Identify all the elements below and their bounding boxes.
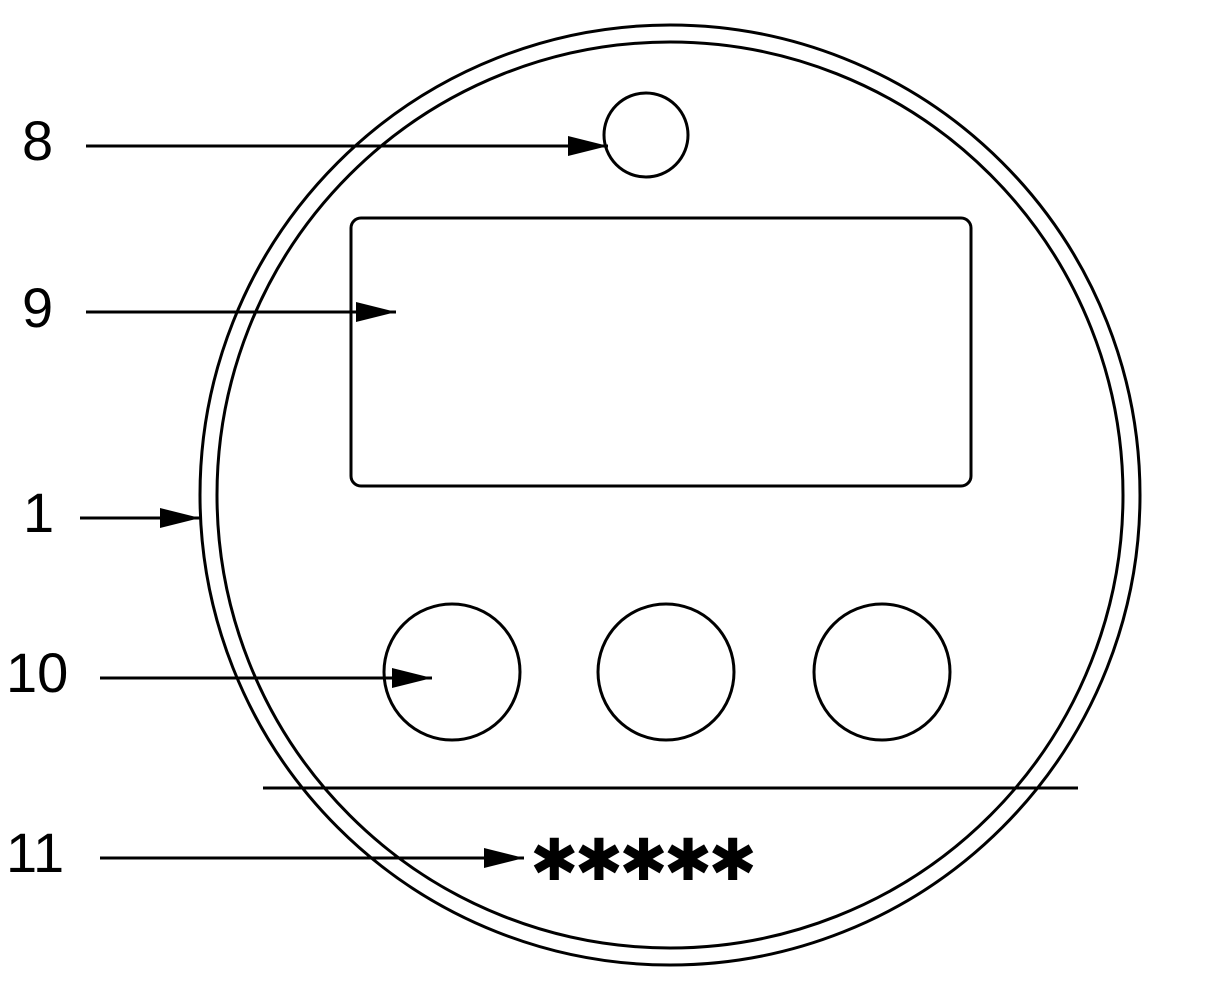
display-rect	[351, 218, 971, 486]
label-11: 11	[6, 820, 64, 885]
arrowhead-9	[356, 302, 396, 322]
button-circle-2	[598, 604, 734, 740]
diagram-svg: ✱✱✱✱✱	[0, 0, 1227, 990]
inner-circle	[217, 42, 1123, 948]
label-9: 9	[22, 275, 53, 340]
arrowhead-1	[160, 508, 200, 528]
label-10: 10	[6, 640, 68, 705]
top-small-circle	[604, 93, 688, 177]
arrowhead-11	[484, 848, 524, 868]
label-8: 8	[22, 108, 53, 173]
outer-circle	[200, 25, 1140, 965]
label-1: 1	[23, 480, 54, 545]
button-circle-3	[814, 604, 950, 740]
arrowhead-8	[568, 136, 608, 156]
arrowhead-10	[392, 668, 432, 688]
asterisk-row: ✱✱✱✱✱	[530, 828, 753, 893]
